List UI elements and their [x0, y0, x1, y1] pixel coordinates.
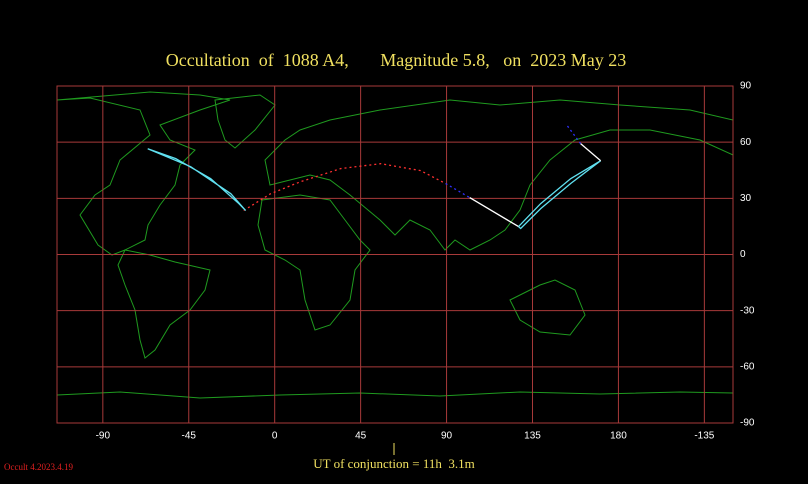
y-tick-label: 30	[740, 193, 752, 204]
y-tick-label: -60	[740, 361, 755, 372]
chart-title: Occultation of 1088 A4, Magnitude 5.8, o…	[166, 50, 626, 70]
x-tick-label: -90	[96, 431, 111, 442]
track-line	[518, 160, 602, 230]
eurasia	[264, 99, 734, 251]
australia	[509, 279, 586, 336]
track-line	[580, 143, 602, 162]
x-tick-label: 180	[610, 431, 627, 442]
x-tick-label: 0	[272, 431, 278, 442]
credit: Occult 4.2023.4.19	[4, 462, 73, 472]
north-america	[56, 91, 231, 256]
x-tick-label: 90	[441, 431, 453, 442]
footer: UT of conjunction = 11h 3.1m	[313, 456, 475, 471]
track-line	[243, 163, 446, 212]
x-tick-label: 45	[355, 431, 367, 442]
y-tick-label: -90	[740, 418, 755, 429]
tracks	[147, 123, 602, 230]
y-tick-label: 60	[740, 137, 752, 148]
coastlines	[56, 91, 734, 399]
grid	[57, 85, 733, 424]
antarctica	[56, 391, 734, 399]
track-line	[565, 123, 582, 145]
track-line	[147, 148, 247, 211]
track-line	[469, 197, 519, 228]
greenland	[214, 94, 276, 149]
y-tick-label: 90	[740, 81, 752, 92]
y-tick-label: 0	[740, 249, 746, 260]
south-america	[117, 249, 211, 359]
x-tick-label: -45	[182, 431, 197, 442]
x-tick-label: 135	[524, 431, 541, 442]
y-tick-label: -30	[740, 305, 755, 316]
x-tick-label: -135	[694, 431, 714, 442]
